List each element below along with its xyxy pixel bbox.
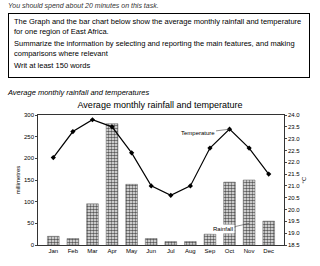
svg-text:19.5: 19.5 [288,218,300,224]
svg-text:Feb: Feb [68,248,79,254]
svg-text:21.0: 21.0 [288,183,300,189]
svg-text:Temperature: Temperature [181,130,215,136]
svg-text:23.0: 23.0 [288,136,300,142]
html-text:Average monthly rainfall and t: Average monthly rainfall and temperature… [8,88,150,97]
svg-text:Sep: Sep [205,248,216,254]
svg-text:22.0: 22.0 [288,159,300,165]
svg-text:Jul: Jul [167,248,175,254]
svg-text:May: May [126,248,137,254]
svg-text:20.5: 20.5 [288,195,300,201]
svg-text:200: 200 [24,155,35,161]
svg-text:Mar: Mar [87,248,97,254]
svg-text:0: 0 [31,242,35,248]
svg-text:Apr: Apr [107,248,116,254]
svg-text:100: 100 [24,199,35,205]
svg-text:Oct: Oct [225,248,235,254]
svg-text:Jun: Jun [146,248,156,254]
svg-text:Nov: Nov [244,248,255,254]
html-text:Summarize the information by s: Summarize the information by selecting a… [14,39,295,58]
svg-text:50: 50 [27,220,34,226]
svg-text:Aug: Aug [185,248,196,254]
html-text:The Graph and the bar chart be: The Graph and the bar chart below show t… [14,17,302,36]
html-text:Writ at least 150 words: Writ at least 150 words [14,61,91,70]
svg-text:22.5: 22.5 [288,148,300,154]
svg-text:150: 150 [24,177,35,183]
svg-text:19.0: 19.0 [288,230,300,236]
svg-text:21.5: 21.5 [288,171,300,177]
svg-text:300: 300 [24,112,35,118]
svg-text:24.0: 24.0 [288,112,300,118]
svg-text:Rainfall: Rainfall [213,226,233,232]
svg-text:20.0: 20.0 [288,207,300,213]
svg-text:250: 250 [24,134,35,140]
svg-text:Dec: Dec [263,248,274,254]
svg-text:millimetres: millimetres [15,166,21,195]
svg-text:Jan: Jan [48,248,58,254]
svg-text:18.5: 18.5 [288,242,300,248]
svg-text:°C: °C [301,176,307,183]
svg-text:Average monthly rainfall and t: Average monthly rainfall and temperature [78,100,243,110]
svg-text:23.5: 23.5 [288,124,300,130]
html-text:You should spend about 20 minu: You should spend about 20 minutes on thi… [8,2,159,9]
